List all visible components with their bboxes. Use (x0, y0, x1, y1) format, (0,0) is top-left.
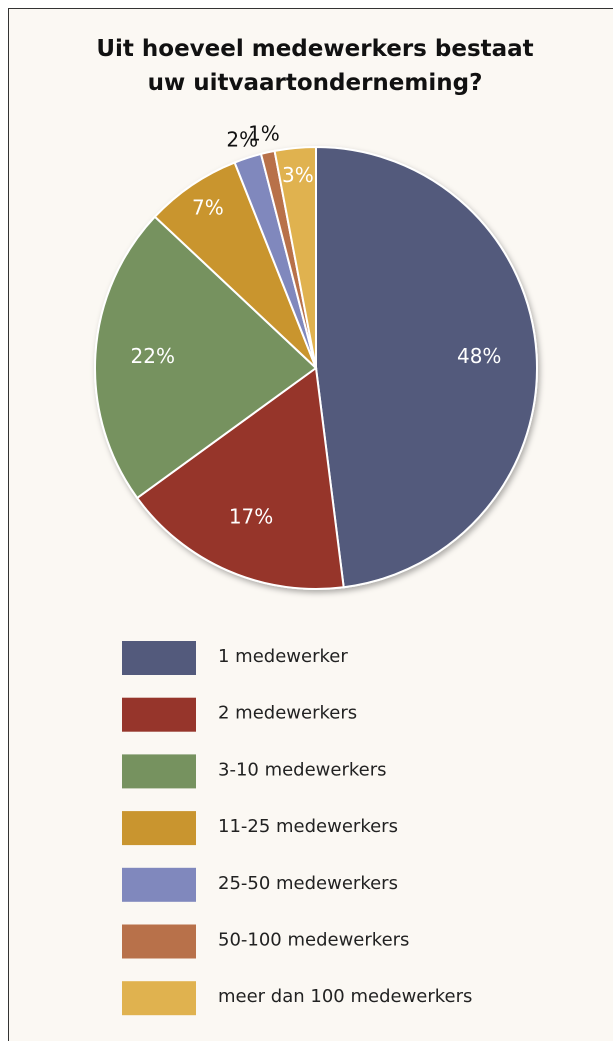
legend-swatch (122, 697, 196, 732)
data-label: 2% (226, 128, 258, 152)
pie-slice (135, 366, 345, 590)
legend-label: 1 medewerker (218, 646, 348, 667)
data-label: 3% (282, 163, 314, 187)
data-label: 22% (131, 344, 175, 368)
legend-swatch (122, 641, 196, 675)
pie-slice (94, 215, 318, 500)
legend-swatch (122, 754, 196, 789)
pie (94, 145, 538, 590)
legend-label: 25-50 medewerkers (218, 873, 398, 894)
data-label: 7% (192, 195, 224, 219)
legend-swatch (122, 924, 196, 959)
legend-label: 2 medewerkers (218, 703, 357, 724)
legend-swatch (122, 867, 196, 902)
legend-swatch (122, 811, 196, 846)
legend-label: 50-100 medewerkers (218, 930, 409, 951)
data-label: 17% (229, 505, 273, 529)
data-label: 1% (248, 122, 280, 146)
pie-slice (315, 145, 538, 589)
legend-label: 3-10 medewerkers (218, 759, 387, 780)
legend-label: 11-25 medewerkers (218, 816, 398, 837)
legend-label: meer dan 100 medewerkers (218, 986, 472, 1007)
pie-slice (273, 145, 317, 369)
data-label: 48% (457, 344, 501, 368)
chart-title: Uit hoeveel medewerkers bestaat uw uitva… (96, 36, 534, 96)
legend-swatch (122, 981, 196, 1016)
